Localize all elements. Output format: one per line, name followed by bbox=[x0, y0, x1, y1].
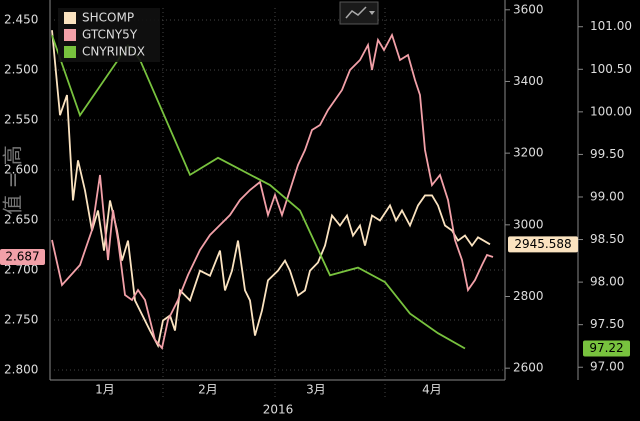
button-icon bbox=[345, 6, 367, 19]
x-tick-label: 2月 bbox=[198, 383, 218, 397]
last-value-box bbox=[583, 340, 630, 357]
y-tick-label: 2.600 bbox=[4, 163, 38, 177]
y3-tick-label: 97.00 bbox=[590, 360, 624, 374]
y3-tick-label: 99.00 bbox=[590, 189, 624, 203]
y2-tick-label: 3200 bbox=[513, 146, 544, 160]
chart-type-button[interactable] bbox=[339, 1, 379, 25]
y-tick-label: 2.450 bbox=[4, 13, 38, 27]
x-tick-label: 1月 bbox=[95, 383, 115, 397]
last-value-label: 2945.588 bbox=[514, 237, 571, 251]
y3-tick-label: 97.50 bbox=[590, 317, 624, 331]
y-tick-label: 2.650 bbox=[4, 213, 38, 227]
y-tick-label: 2.750 bbox=[4, 313, 38, 327]
y2-tick-label: 3600 bbox=[513, 2, 544, 16]
legend-label: GTCNY5Y bbox=[82, 28, 138, 42]
y-tick-label: 2.500 bbox=[4, 63, 38, 77]
y3-tick-label: 100.50 bbox=[590, 62, 632, 76]
series-line bbox=[51, 32, 494, 350]
y3-tick-label: 100.00 bbox=[590, 104, 632, 118]
x-tick-label: 4月 bbox=[422, 383, 442, 397]
last-value-label: 2.687 bbox=[5, 250, 39, 264]
last-value-label: 97.22 bbox=[589, 341, 623, 355]
y-tick-label: 2.700 bbox=[4, 263, 38, 277]
legend-label: SHCOMP bbox=[82, 11, 134, 25]
y3-tick-label: 99.50 bbox=[590, 147, 624, 161]
legend-swatch bbox=[64, 46, 76, 58]
plot: 2.450 2.500 2.550 2.600 2.650 2.700 2.750 2.800… bbox=[0, 0, 632, 398]
x-tick-label: 3月 bbox=[306, 383, 326, 397]
last-value-box bbox=[0, 249, 45, 265]
series-line bbox=[51, 30, 491, 349]
year-label: 2016 bbox=[263, 403, 294, 417]
y3-tick-label: 98.00 bbox=[590, 275, 624, 289]
y-tick-label: 2.800 bbox=[4, 363, 38, 377]
y-axis-label: 值 = 高 bbox=[1, 145, 25, 214]
y2-tick-label: 3000 bbox=[513, 217, 544, 231]
y3-tick-label: 98.50 bbox=[590, 232, 624, 246]
y2-tick-label: 2800 bbox=[513, 289, 544, 303]
y-tick-label: 2.550 bbox=[4, 113, 38, 127]
y3-tick-label: 101.00 bbox=[590, 19, 632, 33]
y2-tick-label: 3400 bbox=[513, 74, 544, 88]
legend-swatch bbox=[64, 12, 76, 24]
y2-tick-label: 2600 bbox=[513, 361, 544, 375]
legend-label: CNYRINDX bbox=[82, 45, 145, 59]
button-caret bbox=[369, 11, 375, 15]
legend-swatch bbox=[64, 29, 76, 41]
last-value-box bbox=[508, 236, 578, 253]
series-line bbox=[51, 34, 466, 350]
